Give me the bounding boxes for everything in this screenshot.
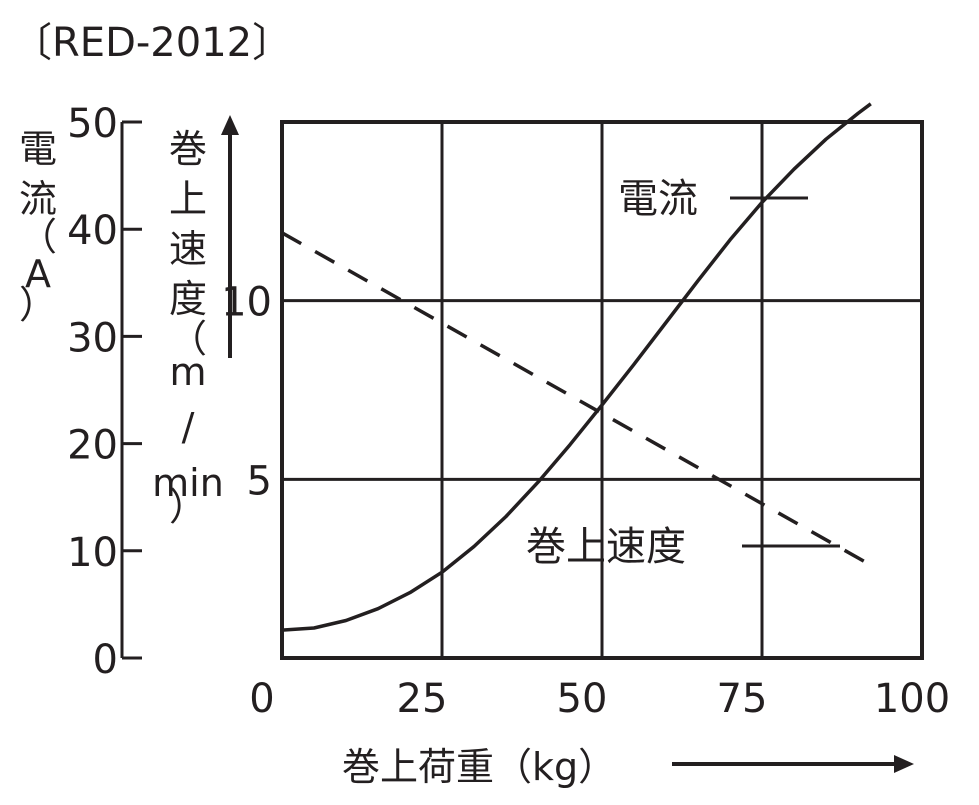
left-tick-label: 10 <box>67 530 118 576</box>
right-axis-title-char: min <box>152 461 224 505</box>
right-axis-title-char: 速 <box>169 227 207 271</box>
left-tick-label: 50 <box>67 101 118 147</box>
right-axis-title: 巻上速度（m / min） <box>152 127 224 529</box>
grid <box>282 122 922 658</box>
series-label-speed: 巻上速度 <box>526 524 840 570</box>
left-axis-title-char: 流 <box>19 177 57 221</box>
right-axis-title-char: / <box>182 405 195 449</box>
x-tick-label: 0 <box>249 676 274 722</box>
left-axis-title-char: 電 <box>19 127 57 171</box>
plot-frame <box>280 120 924 660</box>
x-tick-label: 75 <box>717 676 768 722</box>
series-label-speed-text: 巻上速度 <box>526 524 686 570</box>
right-tick-label: 5 <box>247 458 272 504</box>
right-axis-title-char: 巻 <box>169 127 207 171</box>
right-axis-title-char: 度 <box>169 277 207 321</box>
x-tick-label: 100 <box>874 676 950 722</box>
x-axis-title: 巻上荷重（kg） <box>342 745 616 789</box>
series-label-current: 電流 <box>618 176 808 222</box>
model-label: 〔RED-2012〕 <box>12 20 292 66</box>
x-tick-label: 25 <box>397 676 448 722</box>
left-axis: 0 10 20 30 40 50 <box>67 101 142 683</box>
left-tick-label: 20 <box>67 423 118 469</box>
series-lines <box>281 102 872 632</box>
left-axis-title: 電流（A） <box>19 127 57 327</box>
series-label-current-text: 電流 <box>618 176 698 222</box>
left-axis-title-char: （ <box>19 215 57 259</box>
right-axis-title-char: （ <box>169 317 207 361</box>
up-arrow-icon <box>221 115 239 358</box>
x-tick-label: 50 <box>557 676 608 722</box>
left-axis-title-char: ） <box>19 283 57 327</box>
left-axis-title-char: A <box>25 252 51 296</box>
right-arrow-icon <box>672 755 914 773</box>
x-axis: 0 25 50 75 100 <box>249 676 950 722</box>
series-line-speed <box>281 231 872 567</box>
right-axis-title-char: m <box>169 350 206 394</box>
left-tick-label: 30 <box>67 315 118 361</box>
right-axis-title-char: 上 <box>169 177 207 221</box>
right-axis-title-char: ） <box>169 485 207 529</box>
left-tick-label: 0 <box>93 637 118 683</box>
left-tick-label: 40 <box>67 208 118 254</box>
series-line-current <box>281 102 872 632</box>
